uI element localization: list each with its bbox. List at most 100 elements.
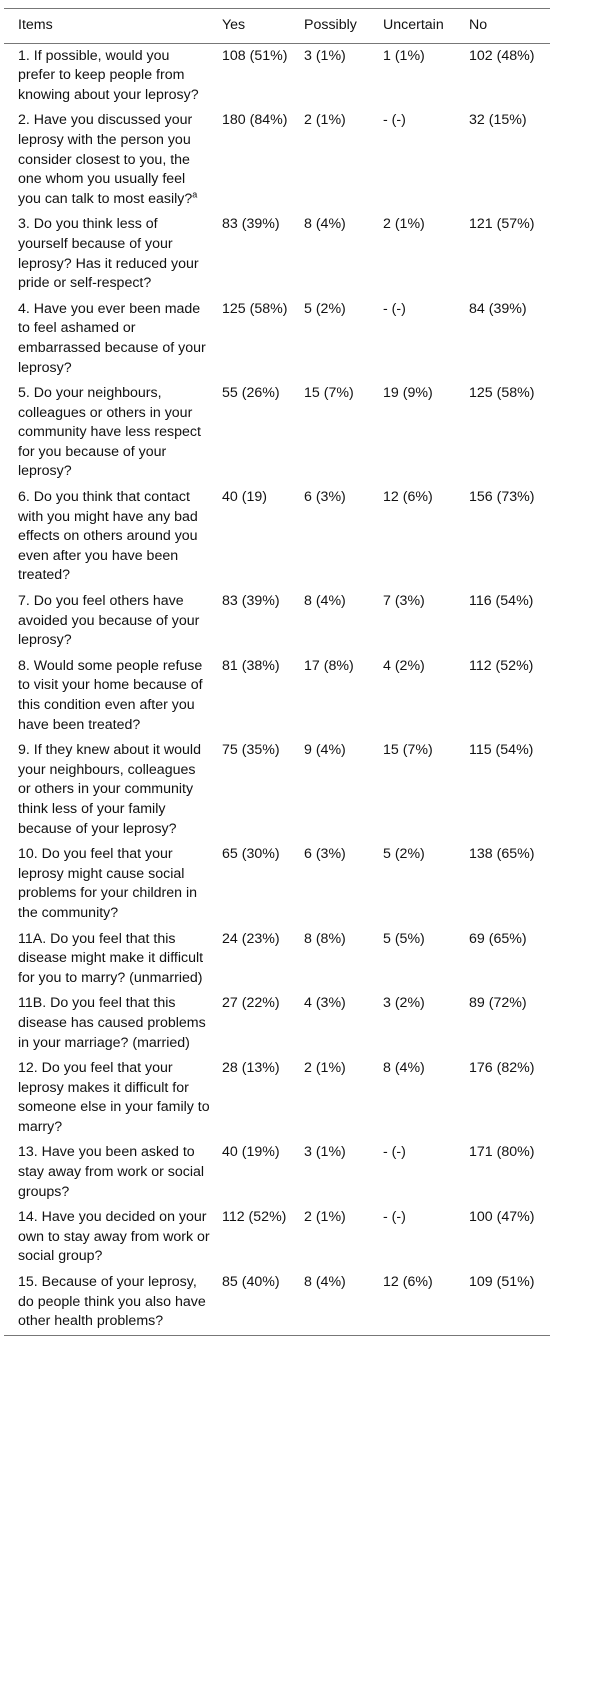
table-row: 8. Would some people refuse to visit you…: [4, 654, 550, 738]
table-row: 13. Have you been asked to stay away fro…: [4, 1140, 550, 1205]
item-cell: 11B. Do you feel that this disease has c…: [4, 991, 214, 1056]
yes-cell: 83 (39%): [222, 216, 280, 233]
item-text: 6. Do you think that contact with you mi…: [18, 489, 198, 584]
yes-cell: 112 (52%): [222, 1209, 287, 1226]
stigma-survey-table: Items Yes Possibly Uncertain No 1. If po…: [4, 8, 550, 1336]
yes-cell: 55 (26%): [222, 385, 280, 402]
uncertain-cell: 5 (2%): [383, 846, 425, 863]
item-cell: 5. Do your neighbours, colleagues or oth…: [4, 381, 214, 485]
item-cell: 13. Have you been asked to stay away fro…: [4, 1140, 214, 1205]
possibly-cell: 2 (1%): [304, 1060, 346, 1077]
uncertain-cell: - (-): [383, 1209, 406, 1226]
uncertain-cell: 3 (2%): [383, 995, 425, 1012]
yes-cell: 75 (35%): [222, 742, 280, 759]
header-items: Items: [18, 17, 53, 33]
yes-cell: 83 (39%): [222, 593, 280, 610]
uncertain-cell: 19 (9%): [383, 385, 433, 402]
item-cell: 12. Do you feel that your leprosy makes …: [4, 1056, 214, 1140]
item-cell: 3. Do you think less of yourself because…: [4, 212, 214, 296]
no-cell: 125 (58%): [469, 385, 535, 402]
item-cell: 1. If possible, would you prefer to keep…: [4, 43, 214, 108]
possibly-cell: 6 (3%): [304, 489, 346, 506]
item-cell: 9. If they knew about it would your neig…: [4, 738, 214, 842]
yes-cell: 24 (23%): [222, 930, 280, 947]
header-yes: Yes: [222, 17, 246, 33]
item-cell: 15. Because of your leprosy, do people t…: [4, 1270, 214, 1335]
item-text: 14. Have you decided on your own to stay…: [18, 1209, 210, 1265]
no-cell: 100 (47%): [469, 1209, 535, 1226]
no-cell: 109 (51%): [469, 1274, 535, 1291]
item-cell: 6. Do you think that contact with you mi…: [4, 485, 214, 589]
table-row: 11B. Do you feel that this disease has c…: [4, 991, 550, 1056]
item-cell: 2. Have you discussed your leprosy with …: [4, 108, 214, 212]
item-text: 5. Do your neighbours, colleagues or oth…: [18, 385, 201, 480]
table-row: 12. Do you feel that your leprosy makes …: [4, 1056, 550, 1140]
header-row: Items Yes Possibly Uncertain No: [4, 8, 550, 44]
no-cell: 116 (54%): [469, 593, 534, 610]
item-text: 8. Would some people refuse to visit you…: [18, 657, 203, 733]
table-row: 7. Do you feel others have avoided you b…: [4, 589, 550, 654]
uncertain-cell: 2 (1%): [383, 216, 425, 233]
yes-cell: 125 (58%): [222, 300, 288, 317]
table-body: 1. If possible, would you prefer to keep…: [4, 43, 550, 1336]
item-text: 15. Because of your leprosy, do people t…: [18, 1274, 206, 1330]
item-text: 11B. Do you feel that this disease has c…: [18, 995, 206, 1051]
item-cell: 14. Have you decided on your own to stay…: [4, 1205, 214, 1270]
item-cell: 11A. Do you feel that this disease might…: [4, 927, 214, 992]
uncertain-cell: 12 (6%): [383, 1274, 433, 1291]
item-cell: 4. Have you ever been made to feel asham…: [4, 297, 214, 381]
header-no: No: [469, 17, 488, 33]
table-row: 15. Because of your leprosy, do people t…: [4, 1270, 550, 1336]
no-cell: 171 (80%): [469, 1144, 535, 1161]
yes-cell: 180 (84%): [222, 112, 288, 129]
uncertain-cell: 7 (3%): [383, 593, 425, 610]
no-cell: 176 (82%): [469, 1060, 535, 1077]
possibly-cell: 2 (1%): [304, 112, 346, 129]
table-row: 3. Do you think less of yourself because…: [4, 212, 550, 296]
footnote-marker: a: [192, 189, 198, 200]
uncertain-cell: 1 (1%): [383, 47, 425, 64]
item-cell: 8. Would some people refuse to visit you…: [4, 654, 214, 738]
possibly-cell: 4 (3%): [304, 995, 346, 1012]
no-cell: 89 (72%): [469, 995, 527, 1012]
yes-cell: 28 (13%): [222, 1060, 280, 1077]
table-row: 14. Have you decided on your own to stay…: [4, 1205, 550, 1270]
no-cell: 121 (57%): [469, 216, 535, 233]
table-row: 4. Have you ever been made to feel asham…: [4, 297, 550, 381]
no-cell: 69 (65%): [469, 930, 527, 947]
item-text: 12. Do you feel that your leprosy makes …: [18, 1060, 210, 1135]
yes-cell: 85 (40%): [222, 1274, 280, 1291]
possibly-cell: 5 (2%): [304, 300, 346, 317]
no-cell: 32 (15%): [469, 112, 527, 129]
table-row: 9. If they knew about it would your neig…: [4, 738, 550, 842]
item-text: 3. Do you think less of yourself because…: [18, 216, 199, 292]
item-text: 10. Do you feel that your leprosy might …: [18, 846, 197, 921]
item-text: 11A. Do you feel that this disease might…: [18, 930, 204, 986]
yes-cell: 40 (19%): [222, 1144, 280, 1161]
item-text: 7. Do you feel others have avoided you b…: [18, 593, 200, 649]
possibly-cell: 3 (1%): [304, 1144, 346, 1161]
table-row: 11A. Do you feel that this disease might…: [4, 927, 550, 992]
possibly-cell: 8 (4%): [304, 216, 346, 233]
possibly-cell: 15 (7%): [304, 385, 354, 402]
table-row: 1. If possible, would you prefer to keep…: [4, 43, 550, 108]
uncertain-cell: 4 (2%): [383, 657, 425, 674]
yes-cell: 27 (22%): [222, 995, 280, 1012]
uncertain-cell: 15 (7%): [383, 742, 433, 759]
table-row: 10. Do you feel that your leprosy might …: [4, 842, 550, 926]
yes-cell: 81 (38%): [222, 657, 280, 674]
table-row: 5. Do your neighbours, colleagues or oth…: [4, 381, 550, 485]
possibly-cell: 9 (4%): [304, 742, 346, 759]
item-text: 4. Have you ever been made to feel asham…: [18, 300, 206, 376]
uncertain-cell: - (-): [383, 300, 406, 317]
no-cell: 115 (54%): [469, 742, 534, 759]
item-text: 1. If possible, would you prefer to keep…: [18, 47, 199, 103]
yes-cell: 108 (51%): [222, 47, 288, 64]
item-text: 13. Have you been asked to stay away fro…: [18, 1144, 205, 1200]
no-cell: 156 (73%): [469, 489, 535, 506]
item-cell: 10. Do you feel that your leprosy might …: [4, 842, 214, 926]
no-cell: 102 (48%): [469, 47, 535, 64]
item-cell: 7. Do you feel others have avoided you b…: [4, 589, 214, 654]
uncertain-cell: - (-): [383, 1144, 406, 1161]
